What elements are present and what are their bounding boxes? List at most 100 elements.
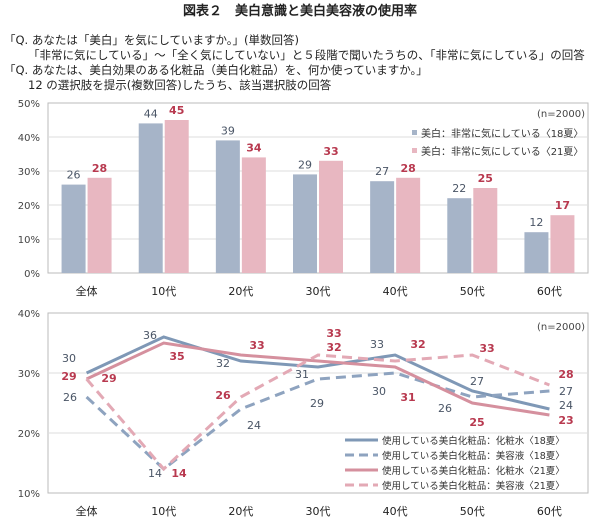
bar [319, 160, 343, 273]
bar-data-label: 17 [555, 199, 570, 212]
line-data-label: 33 [479, 342, 494, 355]
bar-data-label: 26 [67, 169, 81, 182]
bar-data-label: 33 [323, 145, 338, 158]
legend-label: 美白：非常に気にしている〈21夏〉 [421, 145, 583, 158]
x-tick-label: 全体 [76, 284, 98, 298]
bar-data-label: 45 [169, 104, 184, 117]
line-data-label: 25 [469, 416, 484, 429]
x-tick-label: 10代 [151, 285, 176, 298]
bar [473, 188, 498, 273]
x-tick-label: 20代 [228, 505, 253, 518]
bar [138, 123, 163, 274]
x-tick-label: 20代 [228, 285, 253, 298]
bar-data-label: 34 [246, 141, 262, 154]
x-tick-label: 40代 [383, 505, 408, 518]
bar [61, 184, 86, 273]
bar-data-label: 28 [400, 162, 415, 175]
legend-swatch [412, 148, 417, 153]
y-tick-label: 0% [24, 269, 40, 280]
bar-data-label: 29 [298, 158, 312, 171]
line-data-label: 29 [310, 397, 324, 410]
series-line [85, 353, 550, 472]
series-line [85, 341, 550, 417]
bar-data-label: 39 [221, 124, 235, 137]
y-tick-label: 20% [18, 201, 40, 212]
line-data-label: 23 [558, 414, 573, 427]
bar-data-label: 27 [375, 165, 389, 178]
bar-data-label: 44 [144, 107, 158, 120]
x-tick-label: 50代 [460, 285, 485, 298]
question-2-note: 12 の選択肢を提示(複数回答)したうち、該当選択肢の回答 [28, 78, 332, 92]
x-tick-label: 60代 [537, 505, 562, 518]
y-tick-label: 50% [18, 99, 40, 110]
bar [524, 232, 549, 273]
line-data-label: 32 [326, 341, 341, 354]
x-tick-label: 30代 [306, 285, 331, 298]
question-1-note: 「非常に気にしている」～「全く気にしていない」と５段階で聞いたうちの、「非常に気… [28, 48, 585, 62]
line-data-label: 29 [61, 370, 76, 383]
line-data-label: 26 [215, 389, 231, 402]
line-data-label: 35 [169, 350, 184, 363]
line-data-label: 30 [62, 352, 76, 365]
bar-plot-area [47, 102, 589, 274]
line-data-label: 29 [101, 372, 116, 385]
x-tick-label: 60代 [537, 285, 562, 298]
bar-data-label: 12 [529, 216, 543, 229]
line-data-label: 28 [558, 368, 573, 381]
bar-data-label: 22 [452, 182, 466, 195]
line-data-label: 27 [559, 385, 573, 398]
legend-label: 使用している美白化粧品：化粧水〈21夏〉 [382, 465, 565, 477]
bar [215, 140, 240, 273]
x-tick-label: 10代 [151, 505, 176, 518]
x-tick-label: 40代 [383, 285, 408, 298]
line-data-label: 33 [326, 327, 341, 340]
figure-title: 図表２ 美白意識と美白美容液の使用率 [182, 4, 417, 19]
line-data-label: 32 [216, 357, 230, 370]
legend-label: 使用している美白化粧品：美容液〈21夏〉 [382, 480, 565, 492]
y-tick-label: 40% [18, 133, 40, 144]
question-1: 「Q. あなたは「美白」を気にしていますか。」(単数回答) [4, 33, 300, 47]
bar [550, 215, 575, 273]
legend-swatch [412, 130, 417, 135]
line-plot-area [47, 312, 589, 494]
y-tick-label: 30% [18, 369, 40, 380]
sample-size: (n=2000) [537, 109, 585, 120]
line-data-label: 27 [470, 375, 484, 388]
line-data-label: 14 [171, 467, 187, 480]
legend-label: 使用している美白化粧品：美容液〈18夏〉 [382, 450, 565, 462]
bar [164, 120, 189, 273]
line-data-label: 26 [438, 402, 452, 415]
y-tick-label: 20% [18, 429, 40, 440]
bar-data-label: 25 [478, 172, 493, 185]
line-data-label: 36 [143, 329, 157, 342]
line-data-label: 24 [559, 399, 573, 412]
line-data-label: 30 [372, 385, 386, 398]
y-tick-label: 30% [18, 167, 40, 178]
x-tick-label: 50代 [460, 505, 485, 518]
line-data-label: 32 [410, 338, 425, 351]
line-data-label: 31 [295, 368, 309, 381]
y-tick-label: 10% [18, 489, 40, 500]
line-data-label: 33 [249, 339, 264, 352]
line-data-label: 14 [148, 467, 162, 480]
legend-label: 美白：非常に気にしている〈18夏〉 [421, 127, 583, 140]
line-data-label: 24 [247, 419, 261, 432]
bar [87, 177, 112, 273]
line-data-label: 33 [370, 338, 384, 351]
x-tick-label: 全体 [76, 504, 98, 518]
x-tick-label: 30代 [306, 505, 331, 518]
series-line [85, 335, 550, 411]
bar [293, 174, 317, 273]
bar [370, 181, 395, 273]
line-data-label: 31 [400, 391, 415, 404]
bar [447, 198, 472, 273]
line-data-label: 26 [63, 391, 77, 404]
legend-label: 使用している美白化粧品：化粧水〈18夏〉 [382, 435, 565, 447]
question-2: 「Q. あなたは、美白効果のある化粧品（美白化粧品）を、何か使っていますか。」 [4, 63, 428, 77]
bar-data-label: 28 [92, 162, 107, 175]
y-tick-label: 40% [18, 309, 40, 320]
bar [241, 157, 266, 273]
y-tick-label: 10% [18, 235, 40, 246]
